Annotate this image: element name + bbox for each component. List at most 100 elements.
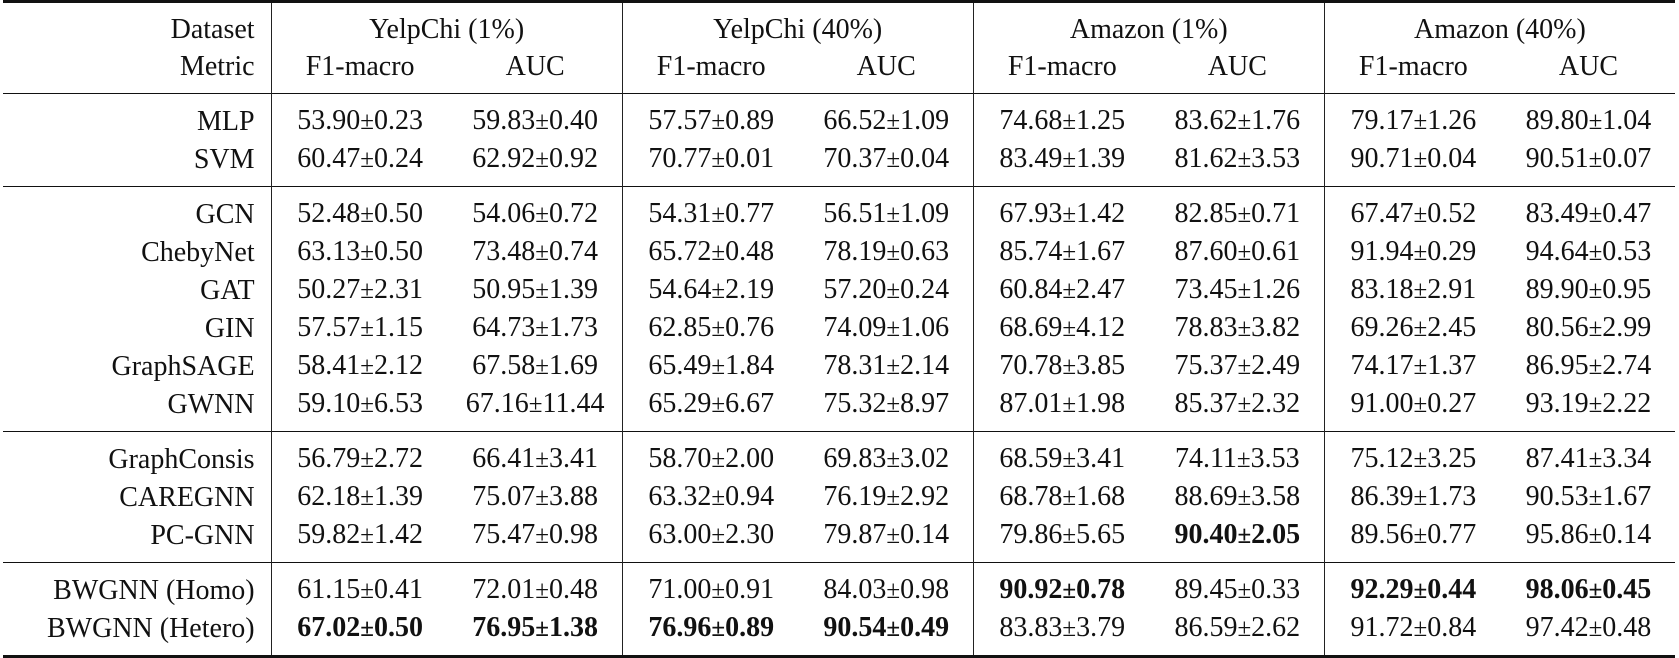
result-value: 86.39 (1350, 481, 1414, 512)
plus-minus-icon: ± (886, 201, 901, 228)
metric-header: AUC (1207, 51, 1267, 82)
plus-minus-icon: ± (886, 522, 901, 549)
result-std: 2.30 (725, 519, 775, 550)
plus-minus-icon: ± (1588, 108, 1603, 135)
plus-minus-icon: ± (1237, 522, 1252, 549)
result-cell: 75.12±3.25 (1323, 431, 1502, 478)
result-value: 76.19 (823, 481, 887, 512)
result-cell: 90.71±0.04 (1323, 140, 1502, 187)
plus-minus-icon: ± (1588, 446, 1603, 473)
result-cell: 88.69±3.58 (1151, 478, 1325, 516)
table-row: BWGNN (Hetero) 67.02±0.50 76.95±1.38 76.96±… (3, 609, 1675, 658)
result-std: 0.41 (373, 574, 423, 605)
result-value: 60.84 (999, 274, 1063, 305)
plus-minus-icon: ± (1588, 484, 1603, 511)
result-cell: 58.41±2.12 (270, 347, 449, 385)
plus-minus-icon: ± (535, 484, 550, 511)
result-std: 0.44 (1427, 574, 1477, 605)
result-value: 74.11 (1174, 443, 1237, 474)
result-cell: 80.56±2.99 (1502, 309, 1675, 347)
result-value: 57.57 (648, 105, 712, 136)
results-table-body: Dataset YelpChi (1%) YelpChi (40%) Amazo… (3, 0, 1675, 658)
header-row-dataset: Dataset YelpChi (1%) YelpChi (40%) Amazo… (3, 0, 1675, 48)
table-row: GWNN 59.10±6.53 67.16±11.44 65.29±6.67 75.32… (3, 385, 1675, 432)
result-value: 56.79 (297, 443, 361, 474)
result-cell: 92.29±0.44 (1323, 562, 1502, 609)
result-value: 85.37 (1174, 388, 1238, 419)
result-value: 79.17 (1350, 105, 1414, 136)
result-cell: 67.16±11.44 (449, 385, 623, 432)
result-value: 57.57 (297, 312, 361, 343)
result-value: 58.70 (648, 443, 712, 474)
plus-minus-icon: ± (1237, 353, 1252, 380)
result-cell: 85.37±2.32 (1151, 385, 1325, 432)
result-cell: 59.83±0.40 (448, 93, 623, 140)
result-cell: 74.09±1.06 (800, 309, 974, 347)
result-std: 5.65 (1076, 519, 1126, 550)
plus-minus-icon: ± (886, 315, 901, 342)
result-std: 0.92 (549, 143, 599, 174)
plus-minus-icon: ± (711, 201, 726, 228)
table-row: ChebyNet 63.13±0.50 73.48±0.74 65.72±0.48 78… (3, 233, 1675, 271)
result-std: 0.01 (725, 143, 775, 174)
result-cell: 73.48±0.74 (449, 233, 623, 271)
plus-minus-icon: ± (360, 353, 374, 380)
plus-minus-icon: ± (1062, 108, 1077, 135)
result-cell: 90.51±0.07 (1502, 140, 1675, 187)
plus-minus-icon: ± (1237, 484, 1252, 511)
result-value: 90.40 (1174, 519, 1238, 550)
result-cell: 67.02±0.50 (270, 609, 449, 658)
plus-minus-icon: ± (886, 353, 901, 380)
plus-minus-icon: ± (1237, 391, 1252, 418)
result-value: 83.49 (999, 143, 1063, 174)
plus-minus-icon: ± (535, 577, 550, 604)
method-name: PC-GNN (150, 519, 255, 551)
result-value: 70.37 (823, 143, 887, 174)
result-value: 75.37 (1174, 350, 1238, 381)
result-cell: 87.60±0.61 (1151, 233, 1325, 271)
result-std: 2.45 (1427, 312, 1477, 343)
result-std: 1.67 (1602, 481, 1652, 512)
result-value: 78.19 (823, 236, 887, 267)
result-value: 50.95 (472, 274, 536, 305)
result-cell: 66.41±3.41 (448, 431, 623, 478)
plus-minus-icon: ± (535, 353, 550, 380)
result-std: 0.14 (1602, 519, 1652, 550)
result-std: 0.50 (373, 198, 423, 229)
plus-minus-icon: ± (528, 391, 543, 418)
method-name: MLP (3, 93, 272, 140)
plus-minus-icon: ± (1237, 146, 1252, 173)
table-row: SVM 60.47±0.24 62.92±0.92 70.77±0.01 70.37±0… (3, 140, 1675, 187)
plus-minus-icon: ± (1413, 615, 1428, 642)
result-value: 57.20 (823, 274, 887, 305)
result-std: 2.62 (1251, 612, 1301, 643)
plus-minus-icon: ± (1062, 315, 1077, 342)
plus-minus-icon: ± (1588, 277, 1603, 304)
result-value: 70.77 (648, 143, 712, 174)
plus-minus-icon: ± (711, 315, 726, 342)
plus-minus-icon: ± (360, 108, 374, 135)
result-std: 0.89 (725, 612, 775, 643)
result-cell: 73.45±1.26 (1151, 271, 1325, 309)
result-cell: 74.68±1.25 (972, 93, 1151, 140)
plus-minus-icon: ± (886, 446, 901, 473)
method-name: GraphConsis (3, 431, 272, 478)
plus-minus-icon: ± (360, 391, 374, 418)
result-value: 97.42 (1525, 612, 1589, 643)
plus-minus-icon: ± (535, 146, 550, 173)
result-value: 90.92 (999, 574, 1063, 605)
result-std: 1.25 (1076, 105, 1126, 136)
result-value: 90.54 (823, 612, 887, 643)
result-value: 67.47 (1350, 198, 1414, 229)
plus-minus-icon: ± (711, 577, 726, 604)
result-std: 3.02 (900, 443, 950, 474)
result-value: 86.59 (1174, 612, 1238, 643)
plus-minus-icon: ± (1588, 315, 1603, 342)
method-name: BWGNN (Homo) (3, 562, 272, 609)
result-value: 84.03 (823, 574, 887, 605)
plus-minus-icon: ± (1588, 353, 1603, 380)
result-cell: 85.74±1.67 (972, 233, 1151, 271)
result-cell: 67.47±0.52 (1323, 186, 1502, 233)
result-value: 76.96 (648, 612, 712, 643)
plus-minus-icon: ± (1413, 201, 1428, 228)
